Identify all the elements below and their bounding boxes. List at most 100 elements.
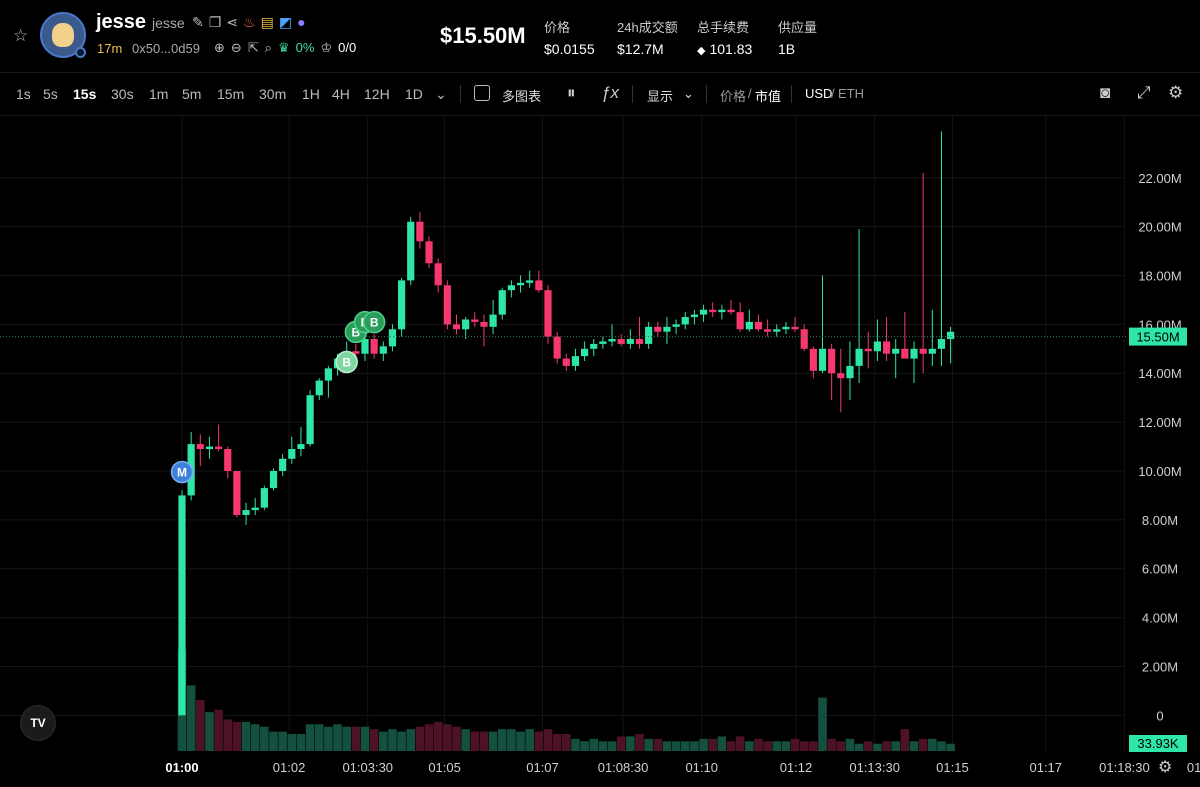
timeframe-15m[interactable]: 15m [217, 86, 245, 102]
candle-body [828, 348, 836, 374]
indicators-fx-icon[interactable]: ƒx [601, 83, 619, 102]
volume-bar [772, 741, 782, 751]
timeframe-dropdown-icon[interactable]: ⌄ [435, 86, 447, 102]
crown-icon[interactable]: ♔ [320, 40, 333, 55]
price-chart[interactable]: 0 2.00M 4.00M 6.00M 8.00M 10.00M 12.00M 14.00M 1… [0, 116, 1200, 782]
timeframe-15s[interactable]: 15s [73, 86, 97, 102]
timeframe-1m[interactable]: 1m [149, 86, 169, 102]
price-toggle[interactable]: 价格 [720, 89, 747, 104]
buy-marker [335, 350, 358, 374]
volume-bar [708, 738, 717, 751]
x-tick-label: 01:15 [936, 760, 969, 775]
candle-body [535, 280, 543, 291]
stat-volume: 24h成交额 $12.7M [617, 17, 678, 57]
favorite-star-icon[interactable]: ☆ [13, 26, 29, 45]
timeframe-30m[interactable]: 30m [259, 86, 287, 102]
timeframe-4h[interactable]: 4H [332, 86, 350, 102]
candle-body [452, 324, 461, 330]
display-menu[interactable]: 显示 [647, 89, 674, 104]
candle-body [361, 339, 369, 354]
volume-bar [278, 731, 287, 751]
website-icon[interactable]: ⊕ [214, 40, 225, 55]
chain-badge-icon [75, 47, 86, 58]
volume-bar [452, 726, 461, 751]
multi-chart-checkbox[interactable] [474, 85, 490, 101]
volume-bar [626, 736, 635, 751]
volume-bar [296, 734, 306, 751]
copy-icon[interactable]: ❐ [208, 14, 222, 30]
flame-icon[interactable]: ♨ [243, 14, 256, 30]
search-icon[interactable]: ⌕ [264, 40, 272, 55]
candle-body [269, 470, 278, 489]
tradingview-logo-icon[interactable]: TV [20, 705, 56, 741]
candle-body [434, 263, 442, 286]
mcap-toggle[interactable]: 市值 [755, 89, 782, 104]
usd-toggle[interactable]: USD [805, 86, 833, 101]
toolbar-divider [706, 85, 707, 103]
token-symbol: jesse [152, 15, 185, 31]
candle-body [864, 348, 872, 352]
candle-body [526, 280, 534, 283]
minus-circle-icon[interactable]: ⊖ [230, 40, 242, 55]
volume-bar [598, 741, 608, 751]
timeframe-12h[interactable]: 12H [364, 86, 390, 102]
display-chevron-icon[interactable]: ⌄ [683, 86, 694, 101]
candle-body [608, 339, 616, 342]
candle-body [818, 348, 827, 371]
volume-bar [205, 712, 214, 751]
candle-body [937, 339, 946, 349]
volume-bar [369, 729, 379, 751]
last-price-tag [1129, 327, 1187, 346]
volume-bar [928, 738, 937, 751]
candle-body [745, 321, 753, 330]
eth-icon: ◆ [697, 45, 706, 57]
timeframe-1h[interactable]: 1H [302, 86, 320, 102]
multi-chart-label[interactable]: 多图表 [502, 89, 542, 104]
timeframe-5m[interactable]: 5m [182, 86, 202, 102]
fullscreen-icon[interactable]: ⤢ [1137, 83, 1151, 102]
stat-value: $12.7M [617, 41, 664, 57]
stat-label: 24h成交额 [617, 20, 678, 35]
stat-fees: 总手续费 ◆ 101.83 [697, 17, 752, 57]
timeframe-1s[interactable]: 1s [16, 86, 31, 102]
volume-bar [690, 741, 699, 751]
volume-bar [479, 731, 489, 751]
candle-body [471, 319, 479, 322]
candle-body [443, 285, 451, 325]
settings-gear-icon[interactable]: ⚙ [1168, 83, 1184, 102]
candle-body [224, 448, 232, 471]
volume-bar [324, 726, 333, 751]
candle-body [672, 324, 680, 327]
volume-bar [250, 724, 260, 751]
volume-bar [717, 736, 727, 751]
share-box-icon[interactable]: ⇱ [247, 40, 259, 55]
camera-icon[interactable]: ◙ [1100, 83, 1111, 102]
timeframe-5s[interactable]: 5s [43, 86, 58, 102]
x-tick-label: 01:13:30 [849, 760, 900, 775]
candle-type-icon[interactable]: ⏸ [567, 83, 576, 102]
y-tick-label: 4.00M [1142, 611, 1178, 626]
eth-toggle[interactable]: ETH [838, 86, 864, 101]
chart-svg[interactable]: 0 2.00M 4.00M 6.00M 8.00M 10.00M 12.00M 14.00M 1… [0, 116, 1200, 782]
globe-ball-icon[interactable]: ● [297, 14, 306, 30]
chef-hat-icon[interactable]: ♛ [278, 40, 290, 55]
candle-body [251, 507, 259, 511]
chart-settings-icon[interactable]: ⚙ [1158, 759, 1173, 776]
contract-address[interactable]: 0x50...0d59 [132, 41, 200, 56]
share-icon[interactable]: ⋖ [226, 14, 239, 30]
marker-label: B [342, 356, 351, 370]
candle-body [617, 339, 625, 344]
money-icon[interactable]: ▤ [260, 14, 274, 30]
avatar-face [52, 23, 74, 47]
edit-icon[interactable]: ✎ [192, 14, 204, 30]
volume-bar [415, 726, 425, 751]
y-tick-label: 20.00M [1138, 220, 1181, 235]
timeframe-30s[interactable]: 30s [111, 86, 134, 102]
timeframe-1d[interactable]: 1D [405, 86, 423, 102]
candle-body [626, 339, 634, 344]
candle-body [562, 358, 570, 366]
edit-note-icon[interactable]: ◩ [278, 14, 293, 30]
candle-body [462, 319, 470, 330]
candle-body [306, 395, 314, 445]
x-tick-label: 01:20 [1187, 760, 1200, 775]
